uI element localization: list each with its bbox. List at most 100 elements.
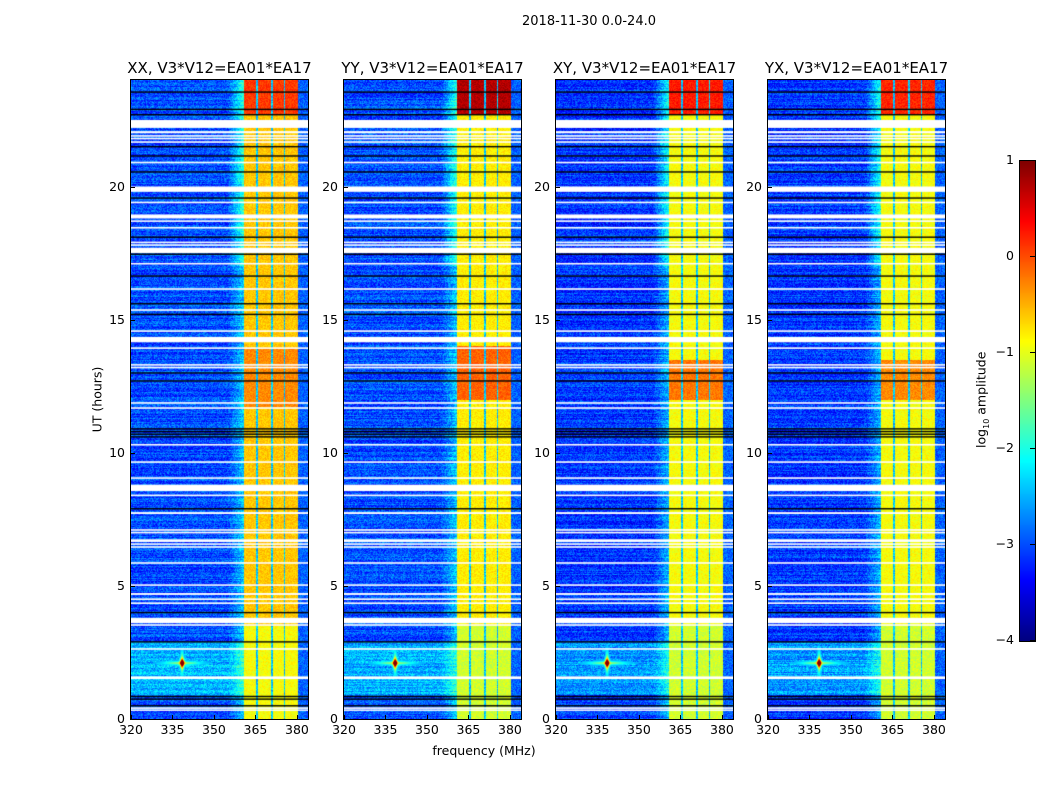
y-tick-mark [344, 585, 348, 587]
y-tick-label: 20 [109, 178, 125, 194]
y-tick-label: 5 [117, 577, 125, 593]
x-tick-mark [296, 715, 298, 719]
x-tick-label: 365 [456, 722, 481, 737]
colorbar-tick-label: −4 [995, 632, 1014, 647]
y-tick-label: 15 [534, 311, 550, 327]
x-tick-label: 335 [160, 722, 185, 737]
x-tick-mark [933, 715, 935, 719]
y-tick-label: 5 [542, 577, 550, 593]
y-tick-mark [131, 186, 135, 188]
colorbar-tick-label: 1 [1006, 152, 1014, 167]
heatmap-image [768, 80, 945, 719]
x-tick-mark [131, 715, 132, 719]
y-tick-label: 10 [746, 444, 762, 460]
x-tick-mark [468, 715, 470, 719]
colorbar-label: log10 amplitude [973, 340, 991, 460]
x-tick-label: 350 [627, 722, 651, 737]
y-tick-mark [768, 719, 772, 720]
x-tick-mark [344, 715, 345, 719]
heatmap-image [131, 80, 308, 719]
colorbar-tick-mark [1030, 352, 1035, 353]
x-axis-label: frequency (MHz) [432, 743, 536, 758]
x-tick-label: 335 [797, 722, 822, 737]
y-tick-label: 5 [330, 577, 338, 593]
x-tick-label: 320 [544, 722, 568, 737]
x-tick-mark [597, 715, 599, 719]
x-tick-label: 365 [668, 722, 693, 737]
x-tick-label: 350 [202, 722, 226, 737]
colorbar [1019, 160, 1036, 642]
y-tick-mark [131, 452, 135, 454]
colorbar-tick-label: 0 [1006, 248, 1014, 263]
colorbar-tick-mark [1030, 544, 1035, 545]
x-tick-label: 380 [498, 722, 522, 737]
x-tick-mark [255, 715, 257, 719]
colorbar-tick-mark [1030, 160, 1035, 161]
x-tick-label: 335 [373, 722, 398, 737]
y-tick-mark [344, 186, 348, 188]
x-tick-mark [680, 715, 682, 719]
x-tick-label: 350 [839, 722, 863, 737]
colorbar-label-sub: 10 [981, 418, 991, 429]
x-tick-label: 365 [880, 722, 905, 737]
y-tick-mark [556, 585, 560, 587]
x-tick-label: 380 [922, 722, 946, 737]
heatmap-image [344, 80, 521, 719]
colorbar-tick-mark [1030, 448, 1035, 449]
panel-title: XX, V3*V12=EA01*EA17 [127, 59, 312, 77]
x-tick-label: 350 [415, 722, 439, 737]
y-tick-mark [556, 186, 560, 188]
x-tick-mark [768, 715, 769, 719]
y-tick-label: 15 [109, 311, 125, 327]
y-tick-label: 10 [109, 444, 125, 460]
x-tick-mark [509, 715, 511, 719]
y-tick-mark [344, 452, 348, 454]
y-tick-mark [344, 319, 348, 321]
x-tick-mark [426, 715, 428, 719]
colorbar-label-suffix: amplitude [973, 351, 989, 419]
x-tick-label: 365 [243, 722, 268, 737]
colorbar-label-log: log [973, 428, 989, 448]
colorbar-tick-label: −1 [995, 344, 1014, 359]
x-tick-mark [638, 715, 640, 719]
x-tick-mark [892, 715, 894, 719]
y-tick-label: 10 [322, 444, 338, 460]
x-tick-label: 335 [585, 722, 610, 737]
y-tick-mark [768, 186, 772, 188]
x-tick-mark [809, 715, 811, 719]
y-tick-label: 10 [534, 444, 550, 460]
y-tick-mark [131, 719, 135, 720]
heatmap-panel-3 [555, 79, 734, 720]
x-tick-mark [850, 715, 852, 719]
x-tick-label: 320 [332, 722, 356, 737]
y-tick-label: 0 [542, 711, 550, 726]
heatmap-panel-2 [343, 79, 522, 720]
y-tick-mark [556, 319, 560, 321]
y-axis-label: UT (hours) [89, 366, 105, 433]
colorbar-tick-label: −2 [995, 440, 1014, 455]
panel-title: YY, V3*V12=EA01*EA17 [341, 59, 524, 77]
x-tick-label: 380 [285, 722, 309, 737]
y-tick-label: 0 [117, 711, 125, 726]
y-tick-mark [344, 719, 348, 720]
y-tick-label: 0 [754, 711, 762, 726]
x-tick-mark [213, 715, 215, 719]
y-tick-label: 0 [330, 711, 338, 726]
y-tick-label: 5 [754, 577, 762, 593]
heatmap-panel-4 [767, 79, 946, 720]
colorbar-tick-mark [1030, 640, 1035, 641]
x-tick-mark [556, 715, 557, 719]
x-tick-label: 320 [119, 722, 143, 737]
y-tick-mark [768, 452, 772, 454]
y-tick-mark [768, 319, 772, 321]
y-tick-label: 20 [322, 178, 338, 194]
x-tick-mark [385, 715, 387, 719]
y-tick-label: 15 [746, 311, 762, 327]
x-tick-mark [172, 715, 174, 719]
heatmap-image [556, 80, 733, 719]
y-tick-mark [131, 319, 135, 321]
y-tick-mark [768, 585, 772, 587]
y-tick-mark [556, 719, 560, 720]
y-tick-mark [556, 452, 560, 454]
